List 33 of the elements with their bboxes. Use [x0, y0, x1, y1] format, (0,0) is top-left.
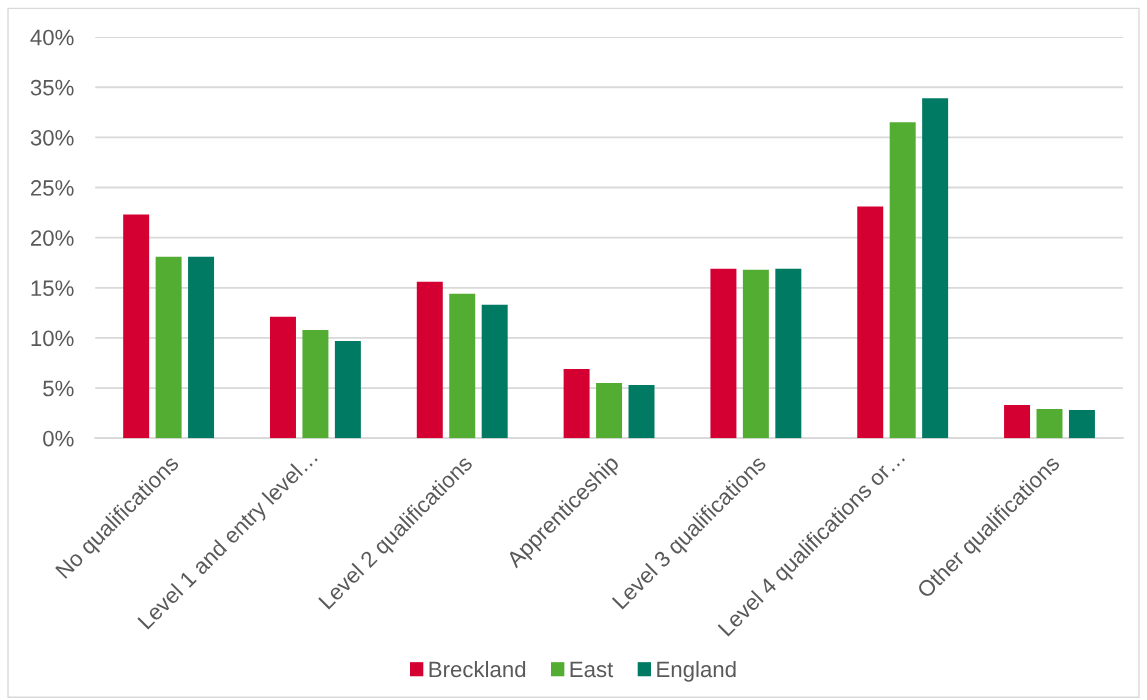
bar	[889, 122, 916, 439]
y-tick-label: 30%	[30, 129, 74, 146]
bar	[922, 98, 949, 439]
bar	[775, 268, 802, 439]
y-tick-label: 0%	[43, 430, 74, 447]
bar	[449, 293, 476, 439]
legend-label: Breckland	[429, 660, 526, 678]
bar	[857, 206, 884, 439]
bar	[269, 316, 296, 439]
bar	[416, 281, 443, 439]
bar	[596, 383, 623, 439]
y-tick-label: 15%	[31, 280, 74, 297]
bar	[710, 268, 737, 439]
bar	[302, 329, 329, 439]
bar	[563, 369, 590, 439]
bar	[188, 256, 215, 439]
legend-label: England	[657, 660, 736, 682]
y-tick-label: 10%	[31, 330, 74, 347]
y-tick-label: 5%	[43, 380, 74, 397]
y-tick-label: 40%	[30, 29, 74, 46]
bar	[155, 256, 182, 439]
bar	[1004, 405, 1031, 439]
bar	[481, 304, 508, 439]
legend-label: East	[570, 661, 614, 678]
y-tick-label: 25%	[31, 180, 74, 196]
y-tick-label: 35%	[30, 79, 74, 96]
bar	[1036, 409, 1063, 439]
y-tick-label: 20%	[31, 230, 74, 246]
bar	[742, 269, 769, 439]
bar	[1068, 410, 1095, 439]
bar	[334, 340, 361, 439]
bar	[123, 214, 150, 439]
bar	[628, 385, 655, 439]
